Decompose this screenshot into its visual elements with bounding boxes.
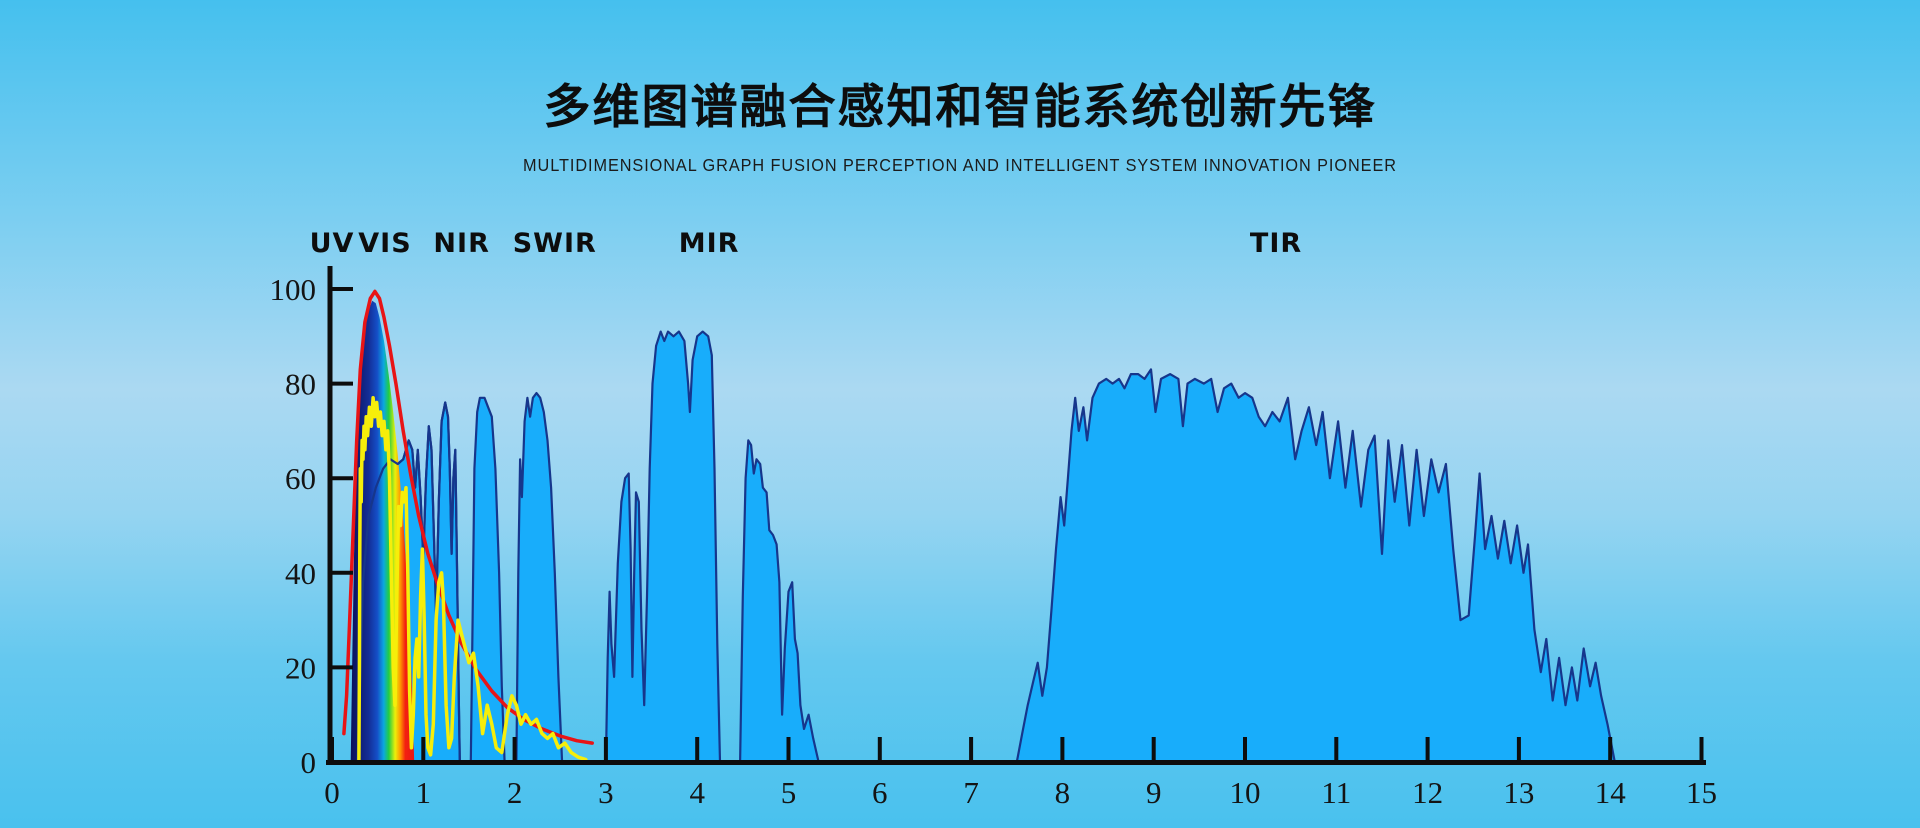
x-tick-label-7: 7 [963,775,979,810]
y-tick-label-0: 0 [301,745,317,780]
page-subtitle: MULTIDIMENSIONAL GRAPH FUSION PERCEPTION… [523,155,1397,175]
x-tick-label-2: 2 [507,775,523,810]
x-tick-label-8: 8 [1055,775,1071,810]
x-tick-label-9: 9 [1146,775,1162,810]
y-tick-label-60: 60 [285,461,316,496]
x-tick-label-11: 11 [1321,775,1351,810]
band-label-vis: VIS [358,228,411,259]
band-label-nir: NIR [433,228,489,259]
x-tick-label-14: 14 [1595,775,1627,810]
transmission-window-3 [604,330,722,764]
transmission-window-4 [739,439,820,764]
y-tick-label-20: 20 [285,650,316,685]
x-tick-label-0: 0 [324,775,340,810]
x-tick-label-15: 15 [1686,775,1717,810]
y-tick-label-80: 80 [285,367,316,402]
x-tick-label-12: 12 [1412,775,1443,810]
band-label-swir: SWIR [513,228,597,259]
x-tick-label-10: 10 [1230,775,1261,810]
band-label-uv: UV [310,228,355,259]
x-tick-label-4: 4 [689,775,705,810]
transmission-window-2 [515,392,564,764]
x-tick-label-1: 1 [416,775,432,810]
x-tick-label-6: 6 [872,775,888,810]
solar-irradiance-curve [357,396,588,764]
band-label-tir: TIR [1250,228,1302,259]
y-tick-label-100: 100 [270,272,317,307]
transmission-window-5 [1015,368,1616,764]
x-tick-label-3: 3 [598,775,614,810]
first-window-outline [356,401,461,763]
x-tick-label-13: 13 [1503,775,1534,810]
x-tick-label-5: 5 [781,775,797,810]
page-title: 多维图谱融合感知和智能系统创新先锋 [543,80,1377,135]
blackbody-envelope-curve [342,289,594,745]
band-label-mir: MIR [679,228,740,259]
y-tick-label-40: 40 [285,556,316,591]
